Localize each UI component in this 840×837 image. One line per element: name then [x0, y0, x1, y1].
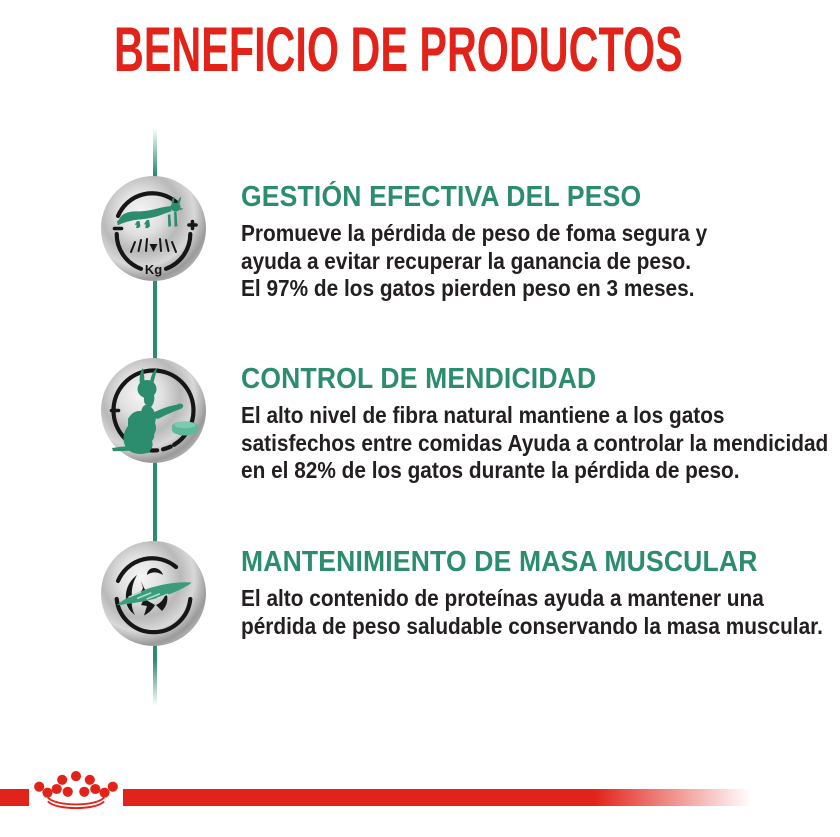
svg-text:Kg: Kg [145, 262, 162, 277]
